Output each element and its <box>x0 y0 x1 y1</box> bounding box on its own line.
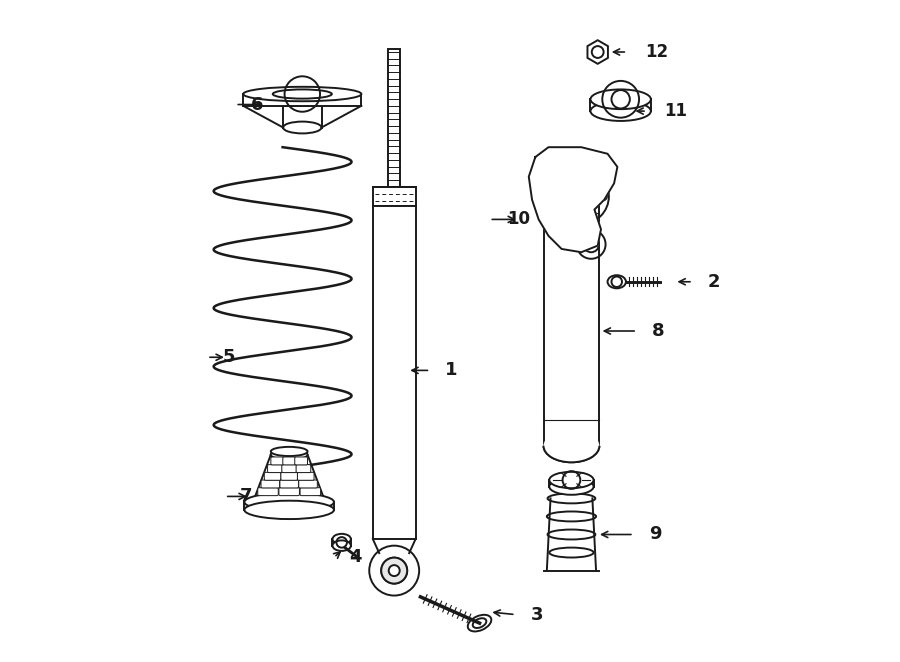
Text: 12: 12 <box>645 43 668 61</box>
Ellipse shape <box>271 449 308 459</box>
Bar <box>284 106 321 128</box>
Text: 4: 4 <box>349 549 362 567</box>
Text: 11: 11 <box>665 102 688 120</box>
Circle shape <box>389 565 400 576</box>
Text: 7: 7 <box>240 487 252 505</box>
Ellipse shape <box>284 122 321 134</box>
Text: 2: 2 <box>708 273 721 291</box>
FancyBboxPatch shape <box>299 480 318 488</box>
FancyBboxPatch shape <box>283 457 295 465</box>
FancyBboxPatch shape <box>257 488 278 496</box>
Text: 1: 1 <box>446 361 458 379</box>
Ellipse shape <box>468 615 491 632</box>
FancyBboxPatch shape <box>271 457 284 465</box>
Ellipse shape <box>332 534 351 544</box>
FancyBboxPatch shape <box>280 480 299 488</box>
Text: 3: 3 <box>531 606 544 624</box>
FancyBboxPatch shape <box>295 457 308 465</box>
Ellipse shape <box>472 618 486 628</box>
Bar <box>243 94 362 106</box>
Text: 9: 9 <box>649 526 662 544</box>
Bar <box>388 49 400 187</box>
FancyBboxPatch shape <box>267 465 283 473</box>
Ellipse shape <box>245 500 334 519</box>
Text: 6: 6 <box>250 95 263 113</box>
Ellipse shape <box>608 275 625 289</box>
Text: 5: 5 <box>222 348 235 366</box>
FancyBboxPatch shape <box>281 472 298 480</box>
FancyBboxPatch shape <box>300 488 320 496</box>
Bar <box>373 187 416 207</box>
Bar <box>373 207 416 539</box>
FancyBboxPatch shape <box>279 488 300 496</box>
Circle shape <box>382 557 407 584</box>
FancyBboxPatch shape <box>297 472 314 480</box>
Text: 10: 10 <box>507 211 530 228</box>
Ellipse shape <box>547 512 596 522</box>
Ellipse shape <box>547 493 595 503</box>
FancyBboxPatch shape <box>282 465 296 473</box>
Ellipse shape <box>245 493 334 511</box>
Ellipse shape <box>243 87 362 101</box>
Ellipse shape <box>332 540 351 551</box>
Ellipse shape <box>590 89 651 109</box>
FancyBboxPatch shape <box>261 480 280 488</box>
Bar <box>544 177 599 446</box>
Polygon shape <box>529 147 617 252</box>
Ellipse shape <box>549 479 594 495</box>
Ellipse shape <box>544 166 599 187</box>
Polygon shape <box>255 455 324 498</box>
Ellipse shape <box>547 530 595 540</box>
Ellipse shape <box>271 447 308 456</box>
Text: 8: 8 <box>652 322 665 340</box>
FancyBboxPatch shape <box>296 465 310 473</box>
Ellipse shape <box>549 472 594 488</box>
Ellipse shape <box>549 547 594 557</box>
Ellipse shape <box>273 89 332 99</box>
FancyBboxPatch shape <box>265 472 281 480</box>
Ellipse shape <box>544 430 599 462</box>
Ellipse shape <box>590 101 651 121</box>
